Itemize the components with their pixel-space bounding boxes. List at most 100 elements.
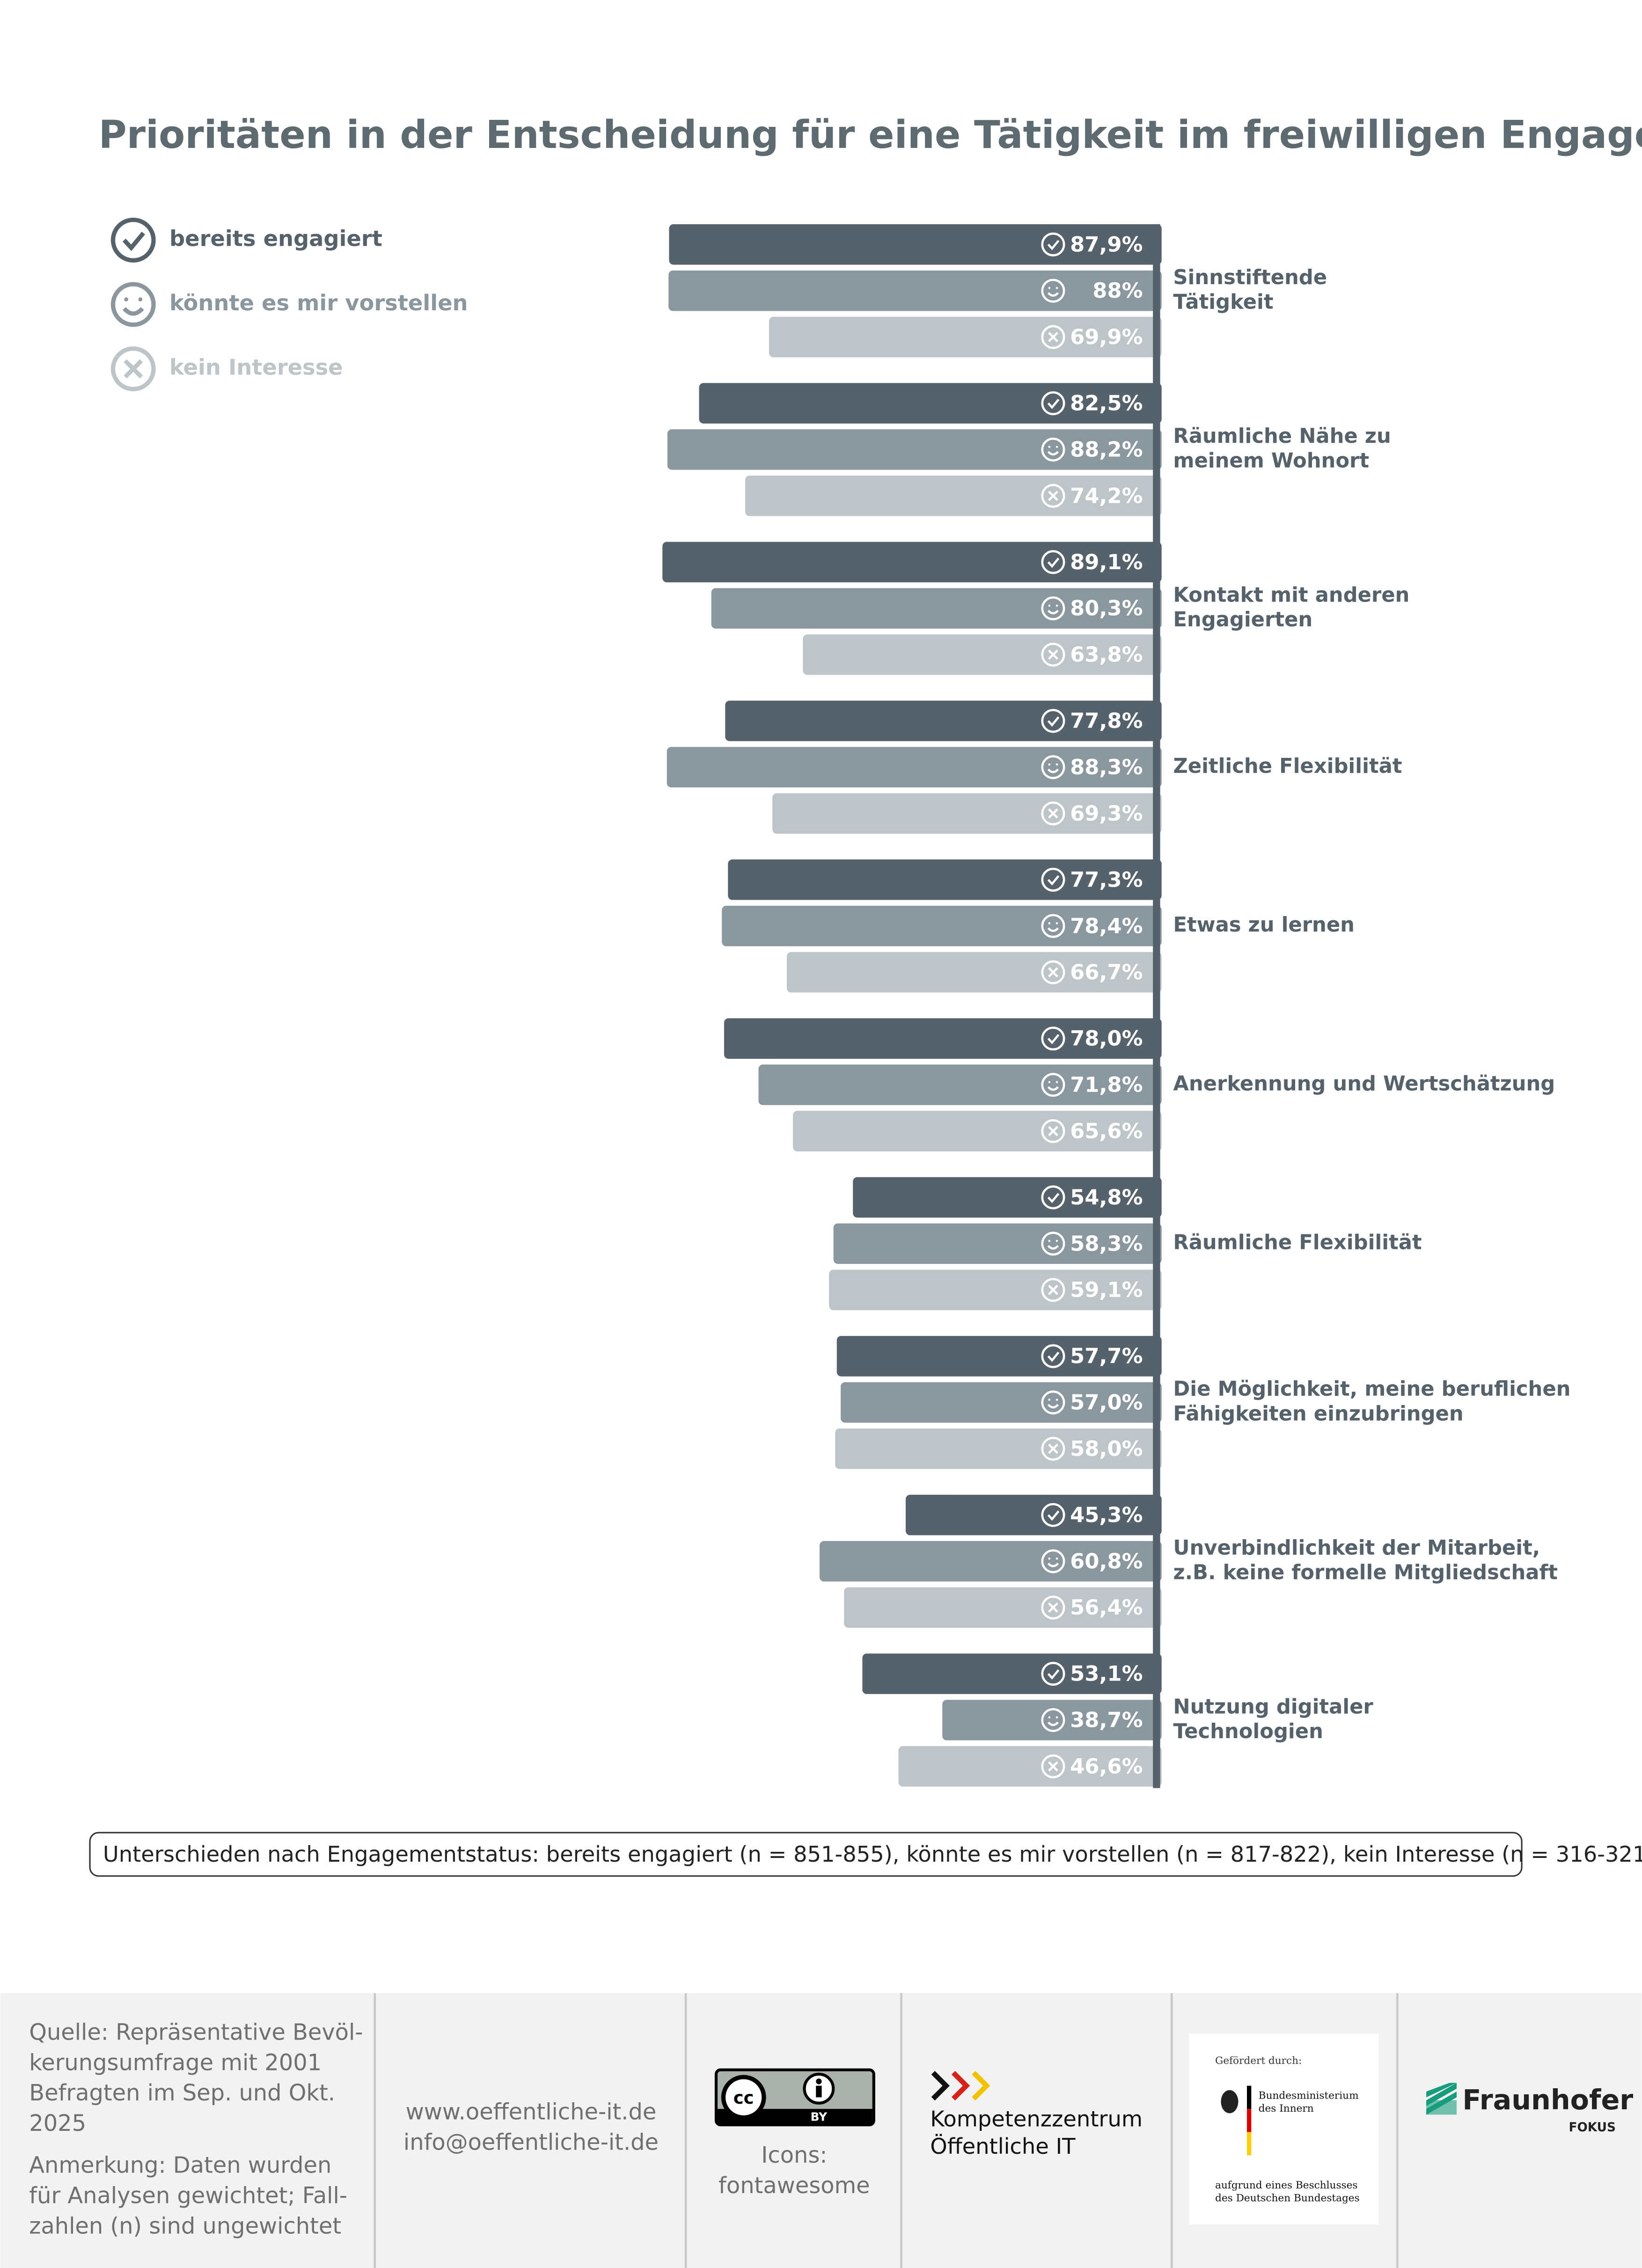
- icon-ring: [1041, 391, 1065, 415]
- icon-mouth: [1047, 927, 1059, 932]
- chart-title: Prioritäten in der Entscheidung für eine…: [99, 113, 1642, 157]
- icon-ring: [1041, 1119, 1065, 1143]
- bar: [667, 429, 1162, 470]
- value-label: 82,5%: [1070, 391, 1143, 416]
- icon-eye: [1048, 286, 1051, 289]
- icon-mouth: [1047, 1403, 1059, 1409]
- value-label: 58,0%: [1070, 1436, 1143, 1461]
- legend-label: bereits engagiert: [169, 226, 382, 251]
- icon-ring: [1041, 960, 1065, 984]
- value-label: 46,6%: [1070, 1754, 1143, 1779]
- icon-eye: [1056, 1716, 1058, 1719]
- icon-check: [1041, 1503, 1065, 1527]
- icon-eye: [1048, 763, 1051, 766]
- icon-check: [1047, 1351, 1060, 1362]
- resolution: aufgrund eines Beschlusses: [1215, 2180, 1358, 2191]
- ministry: Bundesministerium: [1259, 2090, 1359, 2101]
- icon-mouth: [1047, 1721, 1059, 1726]
- value-label: 65,6%: [1070, 1118, 1143, 1143]
- icon-ring: [1041, 596, 1065, 621]
- icon-ring: [1041, 801, 1065, 826]
- value-label: 60,8%: [1070, 1549, 1143, 1573]
- icon-eye: [1056, 1398, 1058, 1401]
- icon-eye: [1048, 922, 1051, 925]
- icon-eye: [1056, 286, 1058, 289]
- icon-eye: [1056, 1081, 1058, 1083]
- icon-cross: [1048, 649, 1058, 660]
- icon-ring: [1041, 1278, 1065, 1302]
- bar: [898, 1746, 1162, 1787]
- icon-ring: [1041, 437, 1065, 462]
- value-label: 78,0%: [1070, 1026, 1143, 1051]
- legend-label: kein Interesse: [169, 354, 343, 380]
- category-label: Etwas zu lernen: [1173, 913, 1355, 937]
- value-label: 88%: [1092, 278, 1143, 303]
- funded: Gefördert durch:: [1215, 2055, 1302, 2067]
- icon-ring: [1041, 325, 1065, 349]
- icon-smile: [1041, 279, 1065, 303]
- legend-label: könnte es mir vorstellen: [169, 290, 468, 316]
- icon-check: [1041, 550, 1065, 574]
- icon-ring: [1041, 1437, 1065, 1461]
- icon-eye: [1048, 1398, 1051, 1401]
- icon-smile: [1041, 1390, 1065, 1415]
- value-label: 45,3%: [1070, 1502, 1143, 1527]
- icon-cross: [1041, 1437, 1065, 1461]
- icon-ring: [1041, 1185, 1065, 1210]
- icon-cross: [1048, 491, 1058, 501]
- icon-check: [1047, 1669, 1060, 1680]
- icon-eye: [1056, 1557, 1058, 1560]
- bar: [699, 383, 1162, 424]
- icon-cross: [1048, 1126, 1058, 1137]
- icon-ring: [1041, 755, 1065, 779]
- value-label: 89,1%: [1070, 550, 1143, 574]
- icon-check: [1047, 716, 1060, 727]
- value-label: 58,3%: [1070, 1231, 1143, 1256]
- icons-credit: Icons:: [761, 2143, 827, 2168]
- icon-ring: [1041, 1595, 1065, 1620]
- value-label: 80,3%: [1070, 596, 1143, 621]
- icon-ring: [1041, 1072, 1065, 1097]
- icon-ring: [1041, 232, 1065, 257]
- icon-eye: [1056, 604, 1058, 607]
- icon-mouth: [1047, 1245, 1059, 1250]
- ministry: des Innern: [1259, 2103, 1314, 2114]
- icon-eye: [1048, 1240, 1051, 1242]
- icon-check: [1041, 867, 1065, 892]
- source: kerungsumfrage mit 2001: [29, 2050, 322, 2076]
- org: Fraunhofer: [1462, 2084, 1633, 2116]
- bar: [662, 542, 1162, 583]
- icon-check: [1047, 558, 1060, 568]
- icon-eye: [1048, 1081, 1051, 1083]
- icon-ring: [110, 282, 156, 327]
- bar: [835, 1428, 1162, 1469]
- value-label: 87,9%: [1070, 232, 1143, 257]
- icon-ring: [1041, 1390, 1065, 1415]
- icon-eye: [1056, 1240, 1058, 1242]
- icon-ring: [110, 218, 156, 263]
- icon-mouth: [122, 307, 144, 316]
- icon-ring: [1041, 1754, 1065, 1778]
- icon-smile: [1041, 437, 1065, 462]
- icon-mouth: [1047, 451, 1059, 456]
- icon-ring: [1041, 1662, 1065, 1686]
- icon-eye: [1048, 1557, 1051, 1560]
- bar: [833, 1223, 1162, 1264]
- icon-mouth: [1047, 609, 1059, 615]
- icon-smile: [1041, 914, 1065, 938]
- bar: [844, 1587, 1162, 1628]
- icon-check: [1041, 1662, 1065, 1686]
- icon-check: [1047, 1510, 1060, 1521]
- value-label: 66,7%: [1070, 960, 1143, 984]
- resolution: des Deutschen Bundestages: [1215, 2193, 1360, 2204]
- icon-check: [1041, 1344, 1065, 1368]
- bar: [819, 1541, 1162, 1582]
- value-label: 78,4%: [1070, 913, 1143, 938]
- icon-mouth: [1047, 1563, 1059, 1567]
- category-label: Nutzung digitaler Technologien: [1173, 1695, 1373, 1743]
- value-label: 56,4%: [1070, 1595, 1143, 1620]
- value-label: 88,2%: [1070, 437, 1143, 462]
- bar: [786, 952, 1162, 993]
- icon-smile: [1041, 755, 1065, 779]
- icon-cross: [1041, 1754, 1065, 1778]
